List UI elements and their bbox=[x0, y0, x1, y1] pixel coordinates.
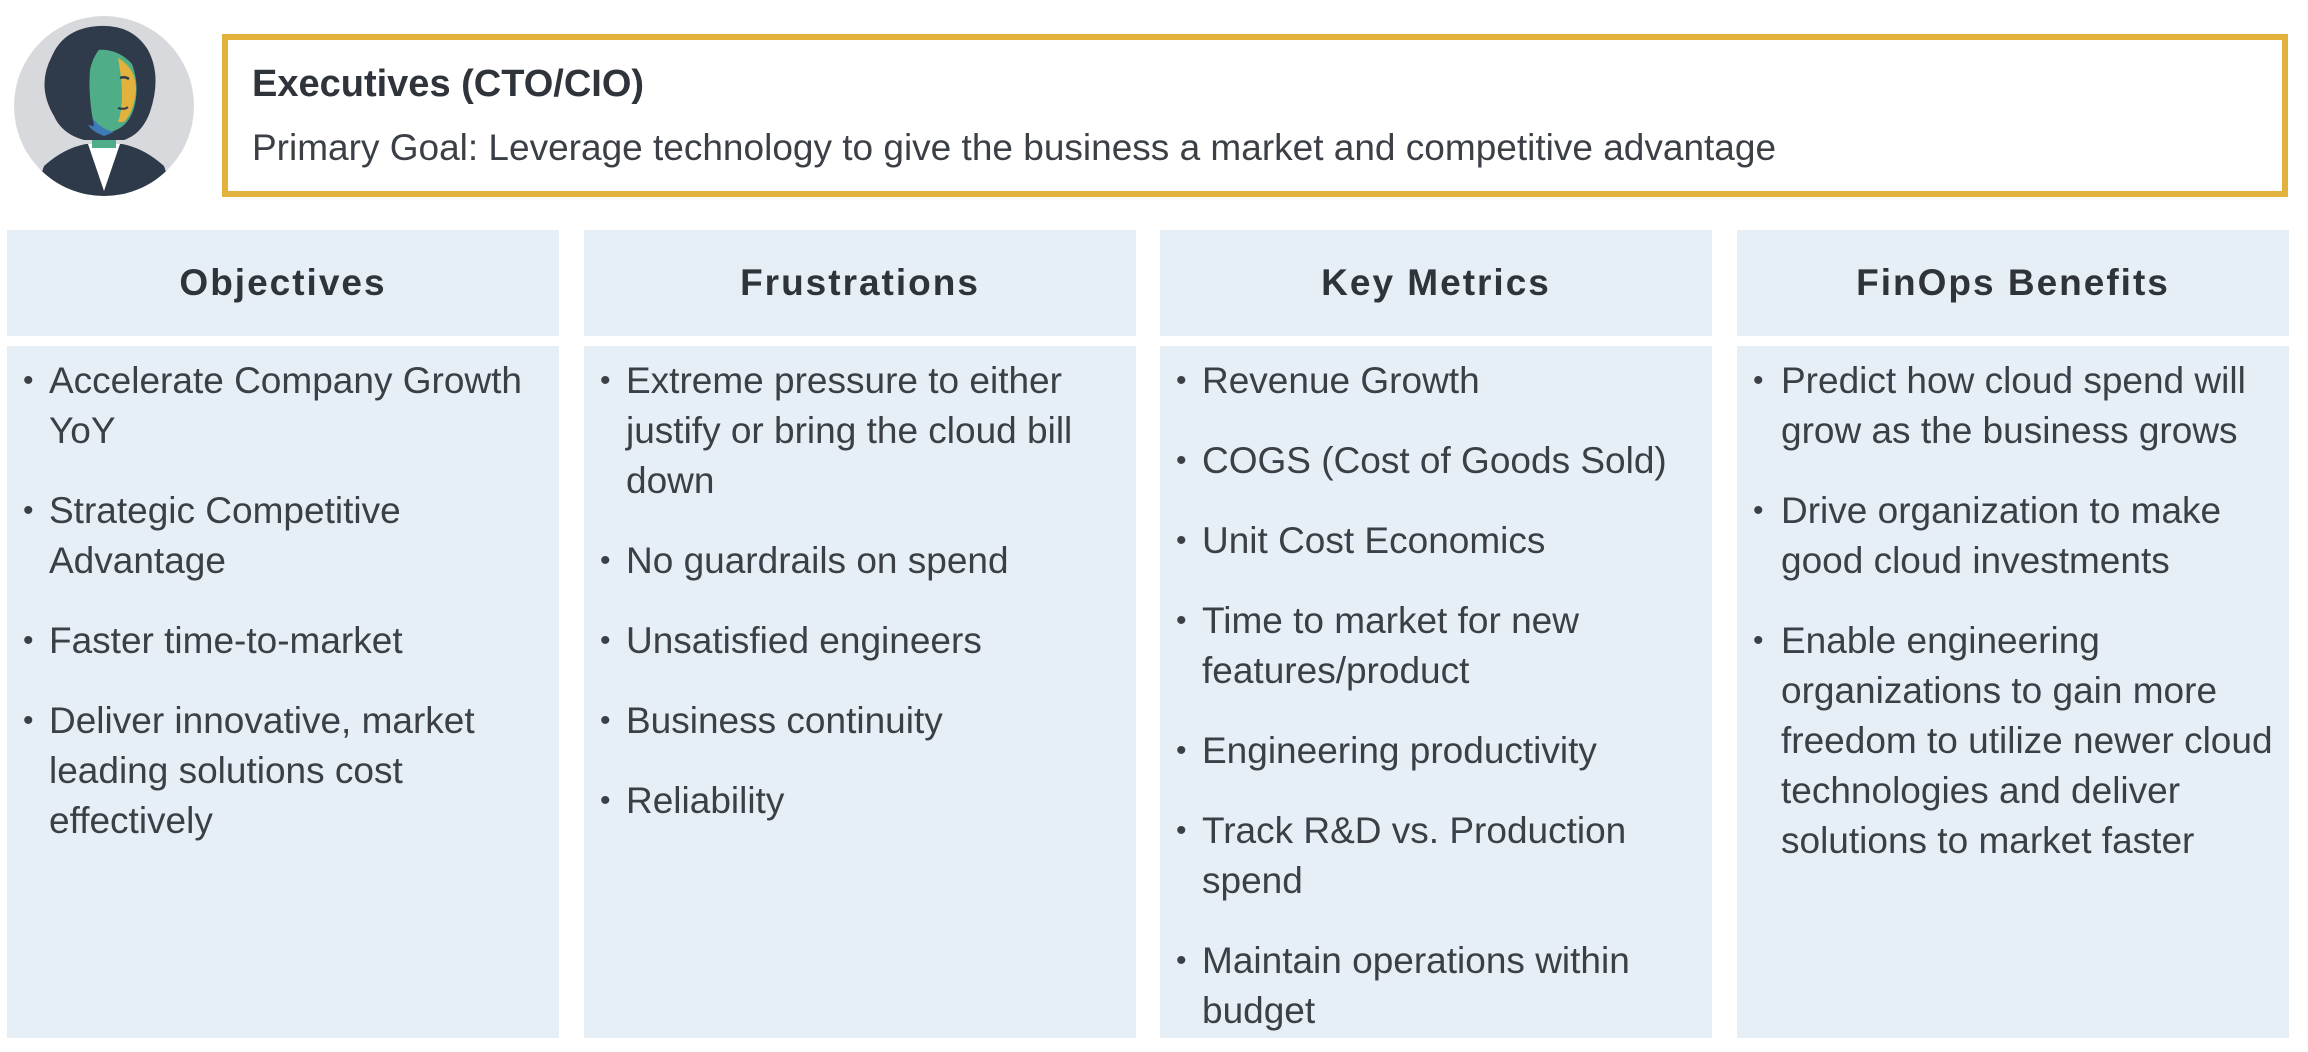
list-item: • Engineering productivity bbox=[1174, 726, 1698, 776]
list-item: • Reliability bbox=[598, 776, 1122, 826]
bullet-icon: • bbox=[1176, 444, 1187, 477]
column-body: • Predict how cloud spend will grow as th… bbox=[1737, 346, 2289, 1038]
bullet-icon: • bbox=[1176, 364, 1187, 397]
column-heading: Key Metrics bbox=[1160, 230, 1712, 336]
persona-title: Executives (CTO/CIO) bbox=[252, 63, 645, 105]
bullet-icon: • bbox=[23, 364, 34, 397]
list-item: • Accelerate Company Growth YoY bbox=[21, 356, 545, 456]
bullet-icon: • bbox=[1176, 524, 1187, 557]
bullet-icon: • bbox=[600, 704, 611, 737]
objectives-column: Objectives • Accelerate Company Growth Yo… bbox=[7, 230, 559, 1038]
column-body: • Extreme pressure to either justify or b… bbox=[584, 346, 1136, 1038]
persona-primary-goal: Primary Goal: Leverage technology to giv… bbox=[252, 127, 1777, 168]
list-item: • COGS (Cost of Goods Sold) bbox=[1174, 436, 1698, 486]
list-item: • Unit Cost Economics bbox=[1174, 516, 1698, 566]
bullet-icon: • bbox=[23, 704, 34, 737]
key-metrics-column: Key Metrics • Revenue Growth • COGS (Cost … bbox=[1160, 230, 1712, 1038]
bullet-icon: • bbox=[1176, 814, 1187, 847]
column-heading: FinOps Benefits bbox=[1737, 230, 2289, 336]
list-item: • Time to market for new features/product bbox=[1174, 596, 1698, 696]
bullet-list: • Accelerate Company Growth YoY • Strategi… bbox=[21, 356, 545, 846]
column-heading: Objectives bbox=[7, 230, 559, 336]
column-body: • Revenue Growth • COGS (Cost of Goods Sol… bbox=[1160, 346, 1712, 1038]
list-item: • Drive organization to make good cloud i… bbox=[1751, 486, 2279, 586]
list-item: • Deliver innovative, market leading solu… bbox=[21, 696, 545, 846]
bullet-icon: • bbox=[1176, 604, 1187, 637]
bullet-icon: • bbox=[1176, 944, 1187, 977]
list-item: • Enable engineering organizations to gai… bbox=[1751, 616, 2279, 866]
bullet-list: • Extreme pressure to either justify or b… bbox=[598, 356, 1122, 826]
list-item: • Unsatisfied engineers bbox=[598, 616, 1122, 666]
bullet-icon: • bbox=[1753, 364, 1764, 397]
bullet-list: • Predict how cloud spend will grow as th… bbox=[1751, 356, 2279, 866]
list-item: • Extreme pressure to either justify or b… bbox=[598, 356, 1122, 506]
column-heading: Frustrations bbox=[584, 230, 1136, 336]
executive-avatar-icon bbox=[14, 16, 194, 196]
bullet-icon: • bbox=[600, 624, 611, 657]
list-item: • Strategic Competitive Advantage bbox=[21, 486, 545, 586]
bullet-icon: • bbox=[23, 624, 34, 657]
bullet-icon: • bbox=[1176, 734, 1187, 767]
bullet-icon: • bbox=[600, 784, 611, 817]
frustrations-column: Frustrations • Extreme pressure to either… bbox=[584, 230, 1136, 1038]
list-item: • Predict how cloud spend will grow as th… bbox=[1751, 356, 2279, 456]
bullet-icon: • bbox=[1753, 624, 1764, 657]
list-item: • Business continuity bbox=[598, 696, 1122, 746]
bullet-icon: • bbox=[600, 544, 611, 577]
list-item: • No guardrails on spend bbox=[598, 536, 1122, 586]
list-item: • Revenue Growth bbox=[1174, 356, 1698, 406]
bullet-icon: • bbox=[600, 364, 611, 397]
column-body: • Accelerate Company Growth YoY • Strategi… bbox=[7, 346, 559, 1038]
list-item: • Track R&D vs. Production spend bbox=[1174, 806, 1698, 906]
list-item: • Maintain operations within budget bbox=[1174, 936, 1698, 1036]
bullet-icon: • bbox=[23, 494, 34, 527]
persona-header: Executives (CTO/CIO) Primary Goal: Lever… bbox=[222, 34, 2288, 197]
list-item: • Faster time-to-market bbox=[21, 616, 545, 666]
bullet-icon: • bbox=[1753, 494, 1764, 527]
bullet-list: • Revenue Growth • COGS (Cost of Goods Sol… bbox=[1174, 356, 1698, 1036]
finops-benefits-column: FinOps Benefits • Predict how cloud spend… bbox=[1737, 230, 2289, 1038]
